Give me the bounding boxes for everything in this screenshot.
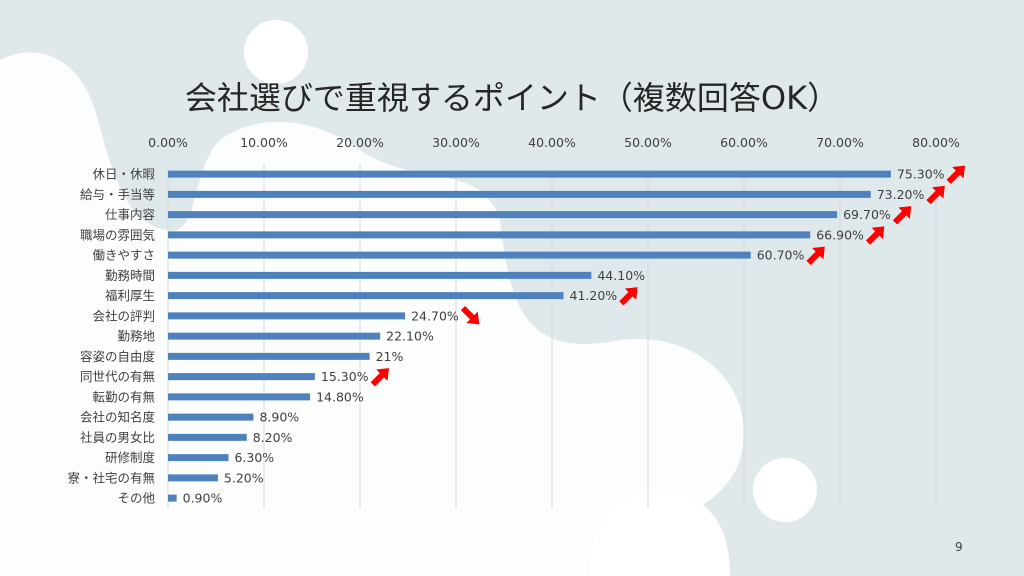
- x-tick-label: 0.00%: [148, 135, 188, 150]
- arrow-down-right-icon: [460, 305, 480, 325]
- arrow-shape: [370, 368, 389, 387]
- category-label: 勤務時間: [105, 268, 155, 283]
- arrow-up-right-icon: [946, 165, 965, 185]
- bar: [168, 211, 838, 219]
- arrow-up-right-icon: [926, 185, 945, 205]
- category-label: その他: [117, 491, 155, 506]
- chart-title: 会社選びで重視するポイント（複数回答OK）: [184, 79, 840, 117]
- x-tick-label: 80.00%: [912, 135, 960, 150]
- arrow-up-right-icon: [806, 246, 825, 266]
- data-label: 14.80%: [316, 389, 364, 404]
- category-label: 同世代の有無: [80, 369, 155, 384]
- data-label: 66.90%: [816, 227, 864, 242]
- bar: [168, 373, 315, 381]
- category-label: 転勤の有無: [92, 389, 155, 404]
- data-label: 6.30%: [234, 450, 274, 465]
- category-label: 研修制度: [105, 450, 156, 465]
- data-label: 69.70%: [843, 207, 891, 222]
- bar: [168, 292, 564, 300]
- arrow-shape: [926, 185, 945, 205]
- data-label: 0.90%: [183, 491, 223, 506]
- category-label: 会社の評判: [92, 308, 155, 323]
- bar: [168, 170, 891, 178]
- data-label: 5.20%: [224, 470, 264, 485]
- category-label: 勤務地: [117, 329, 155, 344]
- x-tick-label: 70.00%: [816, 135, 864, 150]
- arrow-shape: [619, 287, 638, 306]
- category-label: 働きやすさ: [92, 248, 155, 263]
- arrow-shape: [892, 206, 912, 225]
- data-label: 24.70%: [411, 308, 459, 323]
- arrow-up-right-icon: [865, 226, 885, 245]
- arrow-shape: [946, 165, 965, 185]
- data-label: 22.10%: [386, 329, 434, 344]
- bar: [168, 332, 381, 340]
- arrow-shape: [460, 305, 480, 325]
- data-label: 44.10%: [597, 268, 645, 283]
- bar: [168, 494, 177, 502]
- data-label: 73.20%: [877, 187, 925, 202]
- arrow-shape: [806, 246, 825, 266]
- arrow-up-right-icon: [619, 287, 638, 306]
- data-label: 60.70%: [757, 248, 805, 263]
- category-label: 会社の知名度: [80, 410, 156, 425]
- data-label: 8.20%: [253, 430, 293, 445]
- bar: [168, 474, 218, 482]
- data-label: 41.20%: [570, 288, 618, 303]
- x-tick-label: 60.00%: [720, 135, 768, 150]
- category-label: 容姿の自由度: [80, 349, 156, 364]
- data-label: 75.30%: [897, 167, 945, 182]
- data-label: 8.90%: [259, 410, 299, 425]
- category-label: 給与・手当等: [80, 187, 155, 202]
- category-label: 福利厚生: [105, 288, 155, 303]
- bar: [168, 271, 592, 279]
- bar: [168, 231, 811, 239]
- page-number: 9: [955, 540, 963, 554]
- category-label: 職場の雰囲気: [80, 227, 155, 242]
- x-tick-label: 40.00%: [528, 135, 576, 150]
- category-label: 社員の男女比: [80, 430, 155, 445]
- bar: [168, 352, 370, 360]
- x-tick-label: 20.00%: [336, 135, 384, 150]
- bar: [168, 190, 871, 198]
- bar: [168, 393, 311, 401]
- category-label: 寮・社宅の有無: [67, 470, 155, 485]
- arrow-shape: [865, 226, 885, 245]
- category-label: 仕事内容: [105, 207, 155, 222]
- arrow-up-right-icon: [892, 206, 912, 225]
- data-label: 21%: [376, 349, 404, 364]
- x-tick-label: 10.00%: [240, 135, 288, 150]
- bar: [168, 433, 247, 441]
- bar: [168, 454, 229, 462]
- bar: [168, 312, 406, 320]
- category-label: 休日・休暇: [92, 167, 155, 182]
- x-tick-label: 50.00%: [624, 135, 672, 150]
- arrow-up-right-icon: [370, 368, 389, 387]
- data-label: 15.30%: [321, 369, 369, 384]
- bar: [168, 251, 751, 259]
- bar: [168, 413, 254, 421]
- x-tick-label: 30.00%: [432, 135, 480, 150]
